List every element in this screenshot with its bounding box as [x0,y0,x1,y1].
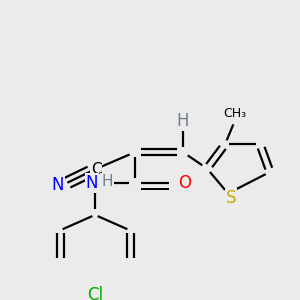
Text: CH₃: CH₃ [224,107,247,120]
Text: N: N [86,174,98,192]
Text: S: S [226,189,236,207]
Text: Cl: Cl [87,286,103,300]
Text: O: O [178,174,191,192]
Text: C: C [91,162,101,177]
Text: N: N [52,176,64,194]
Text: H: H [177,112,189,130]
Text: H: H [101,174,113,189]
